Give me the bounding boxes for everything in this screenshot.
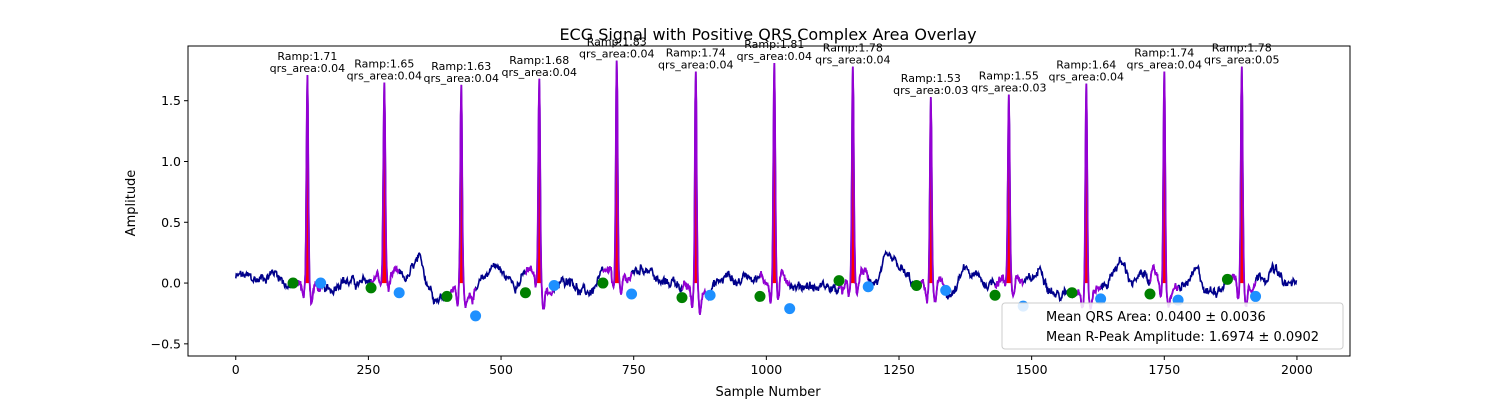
qrs-offset-point-1 bbox=[315, 277, 327, 289]
marks-layer bbox=[287, 60, 1262, 322]
qrs-offset-point-2 bbox=[393, 287, 405, 299]
qrs-segment-12 bbox=[1149, 71, 1179, 308]
qrs-segment-2 bbox=[370, 82, 400, 292]
qrs-offset-point-7 bbox=[784, 303, 796, 315]
qrs-offset-point-5 bbox=[626, 288, 638, 300]
qrs-offset-point-3 bbox=[470, 310, 482, 322]
legend: Mean QRS Area: 0.0400 ± 0.0036 Mean R-Pe… bbox=[1001, 302, 1344, 350]
r-peak-amplitude-label-8: Ramp:1.78 bbox=[823, 42, 883, 55]
x-tick-label-500: 500 bbox=[489, 362, 513, 377]
y-axis-label: Amplitude bbox=[124, 170, 139, 237]
qrs-segment-5 bbox=[602, 60, 633, 295]
x-axis-label: Sample Number bbox=[715, 385, 821, 400]
r-peak-amplitude-label-5: Ramp:1.83 bbox=[587, 36, 647, 49]
r-peak-amplitude-label-12: Ramp:1.74 bbox=[1134, 47, 1194, 60]
x-tick-label-1250: 1250 bbox=[883, 362, 915, 377]
qrs-area-label-11: qrs_area:0.04 bbox=[1049, 71, 1124, 84]
qrs-segment-3 bbox=[446, 84, 477, 309]
x-tick-label-1500: 1500 bbox=[1016, 362, 1048, 377]
r-peak-amplitude-label-3: Ramp:1.63 bbox=[431, 60, 491, 73]
r-peak-amplitude-label-9: Ramp:1.53 bbox=[901, 72, 961, 85]
qrs-segment-9 bbox=[915, 97, 947, 304]
qrs-area-label-5: qrs_area:0.04 bbox=[579, 48, 654, 61]
qrs-area-label-9: qrs_area:0.03 bbox=[893, 84, 968, 97]
r-peak-amplitude-label-6: Ramp:1.74 bbox=[666, 47, 726, 60]
qrs-onset-point-9 bbox=[911, 279, 923, 291]
qrs-area-label-1: qrs_area:0.04 bbox=[270, 62, 345, 75]
r-peak-amplitude-label-1: Ramp:1.71 bbox=[277, 50, 337, 63]
qrs-segment-4 bbox=[524, 78, 555, 310]
qrs-area-label-2: qrs_area:0.04 bbox=[347, 69, 422, 82]
qrs-offset-point-13 bbox=[1250, 290, 1262, 302]
qrs-segment-10 bbox=[994, 94, 1025, 300]
y-tick-label-0: −0.5 bbox=[151, 336, 181, 351]
chart-title: ECG Signal with Positive QRS Complex Are… bbox=[559, 25, 976, 44]
axes: 0 250 500 750 1000 1250 1500 1750 2000 −0.5 0.0 0.5… bbox=[151, 45, 1351, 377]
r-peak-amplitude-label-4: Ramp:1.68 bbox=[509, 54, 569, 67]
y-tick-label-2: 0.5 bbox=[161, 215, 181, 230]
x-tick-label-250: 250 bbox=[356, 362, 380, 377]
x-tick-label-750: 750 bbox=[622, 362, 646, 377]
qrs-onset-point-7 bbox=[754, 290, 766, 302]
y-tick-label-1: 0.0 bbox=[161, 276, 181, 291]
qrs-area-label-10: qrs_area:0.03 bbox=[971, 82, 1046, 95]
qrs-onset-point-5 bbox=[597, 277, 609, 289]
qrs-onset-point-6 bbox=[676, 292, 688, 304]
qrs-onset-point-13 bbox=[1221, 273, 1233, 285]
x-tick-label-2000: 2000 bbox=[1281, 362, 1313, 377]
x-tick-label-1000: 1000 bbox=[750, 362, 782, 377]
qrs-segment-7 bbox=[759, 62, 791, 304]
qrs-area-label-13: qrs_area:0.05 bbox=[1204, 54, 1279, 67]
qrs-onset-point-12 bbox=[1144, 288, 1156, 300]
qrs-area-label-4: qrs_area:0.04 bbox=[502, 66, 577, 79]
r-peak-amplitude-label-7: Ramp:1.81 bbox=[744, 38, 804, 51]
qrs-area-label-3: qrs_area:0.04 bbox=[424, 72, 499, 85]
qrs-area-label-7: qrs_area:0.04 bbox=[737, 50, 812, 63]
r-peak-amplitude-label-11: Ramp:1.64 bbox=[1056, 59, 1116, 72]
qrs-area-label-6: qrs_area:0.04 bbox=[658, 59, 733, 72]
x-tick-label-1750: 1750 bbox=[1148, 362, 1180, 377]
qrs-segment-8 bbox=[838, 66, 870, 298]
r-peak-amplitude-label-13: Ramp:1.78 bbox=[1212, 42, 1272, 55]
y-tick-label-3: 1.0 bbox=[161, 154, 181, 169]
qrs-onset-point-10 bbox=[989, 289, 1001, 301]
qrs-onset-point-2 bbox=[365, 282, 377, 294]
r-peak-amplitude-label-2: Ramp:1.65 bbox=[354, 57, 414, 70]
qrs-area-label-12: qrs_area:0.04 bbox=[1127, 59, 1202, 72]
qrs-offset-point-11 bbox=[1095, 293, 1107, 305]
qrs-onset-point-3 bbox=[441, 290, 453, 302]
qrs-onset-point-4 bbox=[519, 287, 531, 299]
legend-entry-qrs-area: Mean QRS Area: 0.0400 ± 0.0036 bbox=[1046, 310, 1266, 325]
qrs-onset-point-8 bbox=[833, 275, 845, 287]
qrs-offset-point-6 bbox=[704, 289, 716, 301]
qrs-offset-point-4 bbox=[548, 279, 560, 291]
x-tick-label-0: 0 bbox=[232, 362, 240, 377]
qrs-offset-point-8 bbox=[862, 281, 874, 293]
legend-box bbox=[1001, 302, 1344, 350]
qrs-onset-point-1 bbox=[287, 277, 299, 289]
qrs-offset-point-9 bbox=[940, 284, 952, 296]
qrs-onset-point-11 bbox=[1066, 287, 1078, 299]
r-peak-amplitude-label-10: Ramp:1.55 bbox=[979, 70, 1039, 83]
legend-entry-r-peak: Mean R-Peak Amplitude: 1.6974 ± 0.0902 bbox=[1046, 330, 1319, 345]
qrs-area-label-8: qrs_area:0.04 bbox=[815, 54, 890, 67]
qrs-area-fill-2 bbox=[380, 82, 388, 284]
y-tick-label-4: 1.5 bbox=[161, 93, 181, 108]
plot-frame bbox=[187, 45, 1351, 357]
